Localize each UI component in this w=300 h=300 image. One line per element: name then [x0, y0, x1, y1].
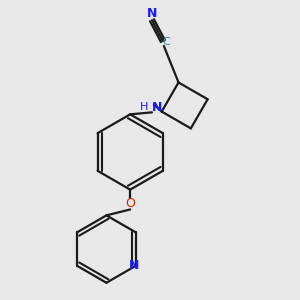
Text: N: N	[147, 7, 157, 20]
Text: N: N	[152, 101, 162, 114]
Text: H: H	[140, 102, 148, 112]
Text: O: O	[125, 197, 135, 210]
Text: C: C	[162, 37, 170, 47]
Text: N: N	[128, 260, 139, 272]
